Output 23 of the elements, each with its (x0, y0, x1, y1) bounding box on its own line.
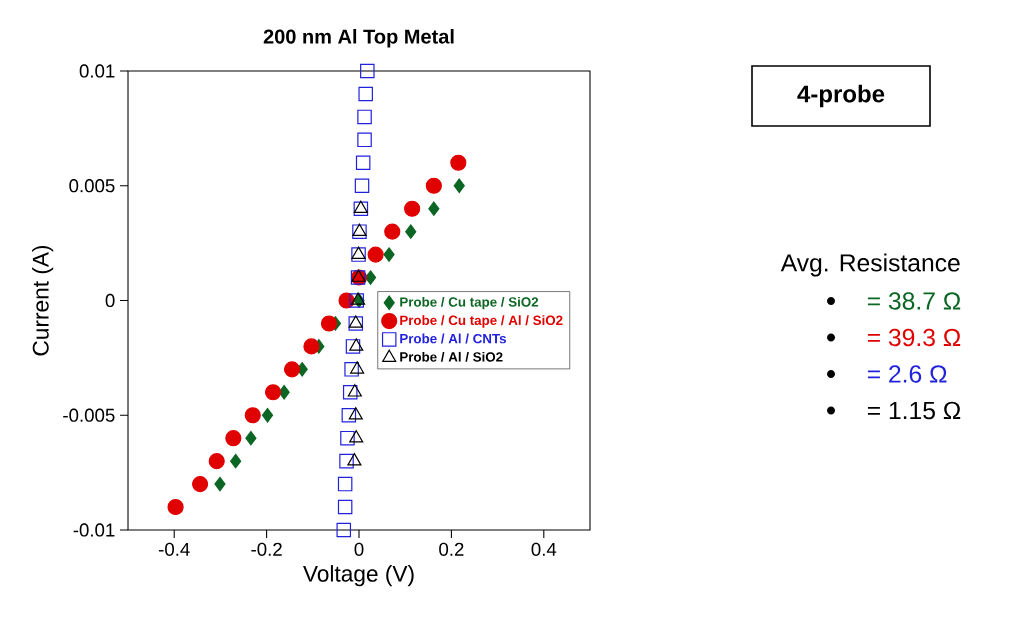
y-tick-label: 0.005 (69, 179, 115, 193)
x-tick-label: 0.4 (531, 542, 557, 556)
text: = 1.15 Ω (867, 401, 961, 420)
y-tick-label: -0.01 (73, 523, 115, 537)
y-axis-title: Current (A) (32, 245, 54, 356)
x-tick-label: 0 (354, 542, 364, 556)
text: 4-probe (797, 84, 885, 108)
legend-label: Probe / Al / SiO2 (400, 351, 503, 362)
x-tick-label: -0.2 (251, 542, 282, 556)
y-tick-label: 0.01 (79, 64, 115, 78)
x-axis-title: Voltage (V) (303, 565, 414, 587)
y-tick-label: -0.005 (63, 408, 115, 422)
legend-label: Probe / Cu tape / Al / SiO2 (400, 315, 563, 328)
x-tick-label: -0.4 (158, 542, 190, 556)
text: = 2.6 Ω (867, 365, 947, 383)
chart-title: 200 nm Al Top Metal (263, 28, 454, 48)
legend-label: Probe / Al / CNTs (400, 333, 506, 344)
legend-label: Probe / Cu tape / SiO2 (400, 296, 539, 310)
text: = 39.3 Ω (867, 328, 961, 347)
y-tick-label: 0 (105, 293, 115, 308)
x-tick-label: 0.2 (439, 542, 464, 556)
text: Avg. Resistance (780, 253, 960, 277)
text: = 38.7 Ω (867, 292, 961, 310)
